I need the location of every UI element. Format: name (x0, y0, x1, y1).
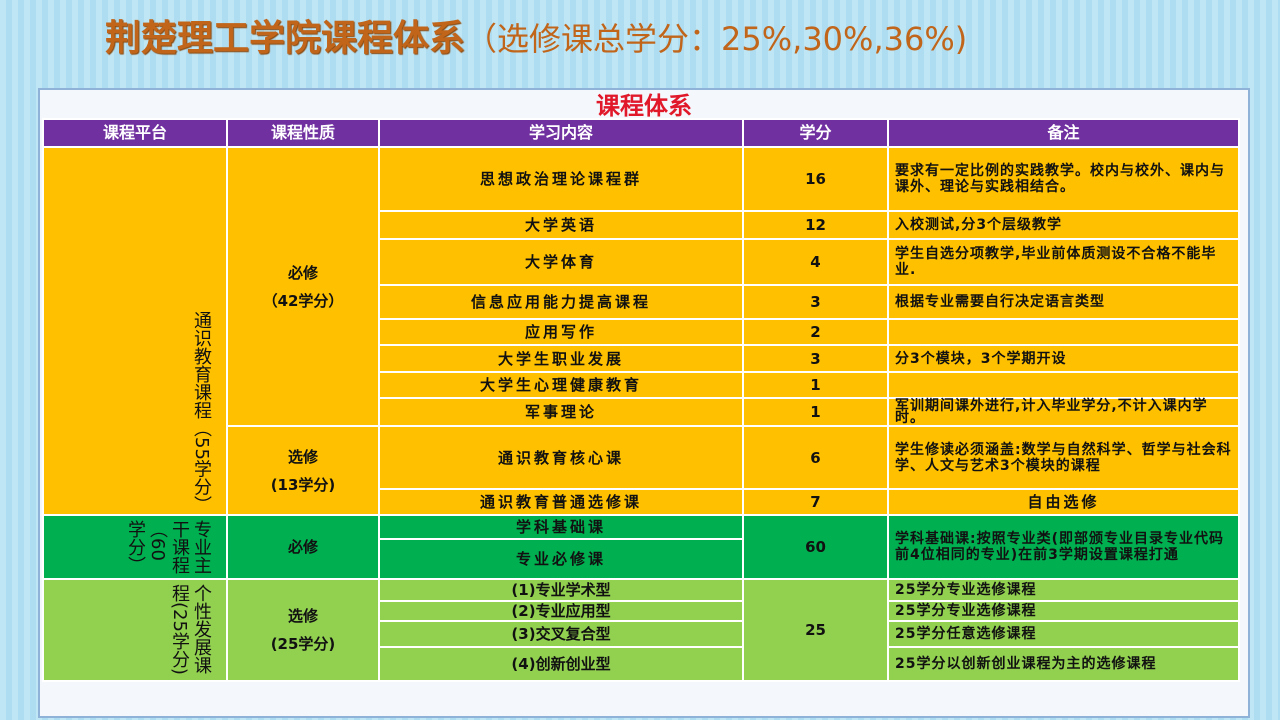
nature-cell: 选修 (13学分) (226, 425, 380, 516)
note-cell (887, 318, 1240, 346)
content-cell: 军事理论 (378, 397, 744, 427)
header-cell: 学分 (742, 118, 889, 148)
note-cell: 25学分任意选修课程 (887, 620, 1240, 648)
table-row: (4)创新创业型 25学分以创新创业课程为主的选修课程 (43, 646, 1240, 682)
table-row: 大学英语 12 入校测试,分3个层级教学 (43, 210, 1240, 240)
platform-label: 通识教育课程（55学分） (191, 311, 212, 514)
note-cell: 军训期间课外进行,计入毕业学分,不计入课内学时。 (887, 397, 1240, 427)
credit-cell: 16 (742, 146, 889, 212)
table-row: 专业必修课 (43, 538, 1239, 580)
header-cell: 课程性质 (226, 118, 380, 148)
table-row: 大学生职业发展 3 分3个模块，3个学期开设 (43, 344, 1240, 373)
nature-cell: 必修 （42学分） (226, 146, 380, 427)
table-panel: 课程体系 课程平台 课程性质 学习内容 学分 备注 通识教育课程（55学分） 必… (38, 88, 1250, 718)
note-cell (887, 371, 1240, 399)
title-main: 荆楚理工学院课程体系 (105, 18, 466, 59)
note-cell: 入校测试,分3个层级教学 (887, 210, 1240, 240)
content-cell: 大学体育 (378, 238, 744, 286)
note-cell: 自由选修 (887, 488, 1240, 516)
credit-cell: 3 (742, 344, 889, 373)
table-caption: 课程体系 (596, 92, 692, 120)
note-cell: 学生修读必须涵盖:数学与自然科学、哲学与社会科学、人文与艺术3个模块的课程 (887, 425, 1240, 490)
credit-cell: 1 (742, 371, 889, 399)
platform-cell: 个性发展课程(25学分) (42, 578, 228, 682)
table-row: 通识教育课程（55学分） 必修 （42学分） 思想政治理论课程群 16 要求有一定… (42, 146, 1240, 516)
content-cell: 大学生职业发展 (378, 344, 744, 373)
credit-cell: 7 (742, 488, 889, 516)
note-cell: 根据专业需要自行决定语言类型 (887, 284, 1240, 320)
title-sub: （选修课总学分：25%,30%,36%) (465, 20, 968, 58)
content-cell: 学科基础课 (378, 514, 744, 540)
nature-sub: (13学分) (270, 475, 336, 494)
platform-cell: 专业主干课程（60学分） (42, 514, 228, 580)
nature-label: 必修 (287, 263, 318, 282)
content-cell: (3)交叉复合型 (378, 620, 744, 648)
nature-label: 选修 (287, 447, 318, 466)
platform-cell: 通识教育课程（55学分） (42, 146, 228, 516)
note-cell: 学科基础课:按照专业类(即部颁专业目录专业代码前4位相同的专业)在前3学期设置课… (887, 514, 1240, 580)
nature-label: 选修 (287, 607, 318, 625)
credit-cell: 12 (742, 210, 889, 240)
content-cell: 大学英语 (378, 210, 744, 240)
table-row: 大学体育 4 学生自选分项教学,毕业前体质测设不合格不能毕业. (43, 238, 1240, 286)
content-cell: 信息应用能力提高课程 (378, 284, 744, 320)
table-row: 大学生心理健康教育 1 (43, 371, 1240, 399)
curriculum-table: 课程平台 课程性质 学习内容 学分 备注 通识教育课程（55学分） 必修 （42学… (42, 118, 1240, 682)
credit-cell: 25 (742, 578, 889, 682)
table-row: (3)交叉复合型 25学分任意选修课程 (43, 620, 1240, 648)
content-cell: 思想政治理论课程群 (378, 146, 744, 212)
table-row: 应用写作 2 (43, 318, 1240, 346)
note-cell: 25学分以创新创业课程为主的选修课程 (887, 646, 1240, 682)
content-cell: 通识教育普通选修课 (378, 488, 744, 516)
note-cell: 25学分专业选修课程 (887, 600, 1240, 622)
note-cell: 分3个模块，3个学期开设 (887, 344, 1240, 373)
slide-title: 荆楚理工学院课程体系（选修课总学分：25%,30%,36%) (105, 14, 967, 64)
table-row: 个性发展课程(25学分) 选修 (25学分) (1)专业学术型 25 25学分专业… (42, 578, 1240, 682)
platform-label: 个性发展课程(25学分) (169, 584, 212, 675)
content-cell: (4)创新创业型 (378, 646, 744, 682)
table-row: (2)专业应用型 25学分专业选修课程 (43, 600, 1240, 622)
content-cell: 专业必修课 (378, 538, 744, 580)
credit-cell: 3 (742, 284, 889, 320)
platform-label: 专业主干课程（60学分） (125, 520, 212, 574)
table-row: 信息应用能力提高课程 3 根据专业需要自行决定语言类型 (43, 284, 1240, 320)
header-cell: 备注 (887, 118, 1240, 148)
note-cell: 学生自选分项教学,毕业前体质测设不合格不能毕业. (887, 238, 1240, 286)
table-row: 军事理论 1 军训期间课外进行,计入毕业学分,不计入课内学时。 (43, 397, 1240, 427)
header-cell: 课程平台 (42, 118, 228, 148)
credit-cell: 4 (742, 238, 889, 286)
note-cell: 25学分专业选修课程 (887, 578, 1240, 602)
credit-cell: 2 (742, 318, 889, 346)
header-row: 课程平台 课程性质 学习内容 学分 备注 (42, 118, 1240, 148)
table-row: 专业主干课程（60学分） 必修 学科基础课 60 学科基础课:按照专业类(即部颁… (42, 514, 1240, 580)
header-cell: 学习内容 (378, 118, 744, 148)
content-cell: 大学生心理健康教育 (378, 371, 744, 399)
credit-cell: 1 (742, 397, 889, 427)
nature-sub: （42学分） (262, 291, 344, 310)
nature-cell: 必修 (226, 514, 380, 580)
nature-cell: 选修 (25学分) (226, 578, 380, 682)
nature-sub: (25学分) (270, 635, 336, 653)
content-cell: 通识教育核心课 (378, 425, 744, 490)
content-cell: (1)专业学术型 (378, 578, 744, 602)
content-cell: 应用写作 (378, 318, 744, 346)
credit-cell: 60 (742, 514, 889, 580)
table-row: 通识教育普通选修课 7 自由选修 (43, 488, 1240, 516)
content-cell: (2)专业应用型 (378, 600, 744, 622)
table-row: 选修 (13学分) 通识教育核心课 6 学生修读必须涵盖:数学与自然科学、哲学与社会科… (43, 425, 1240, 516)
note-cell: 要求有一定比例的实践教学。校内与校外、课内与课外、理论与实践相结合。 (887, 146, 1240, 212)
credit-cell: 6 (742, 425, 889, 490)
